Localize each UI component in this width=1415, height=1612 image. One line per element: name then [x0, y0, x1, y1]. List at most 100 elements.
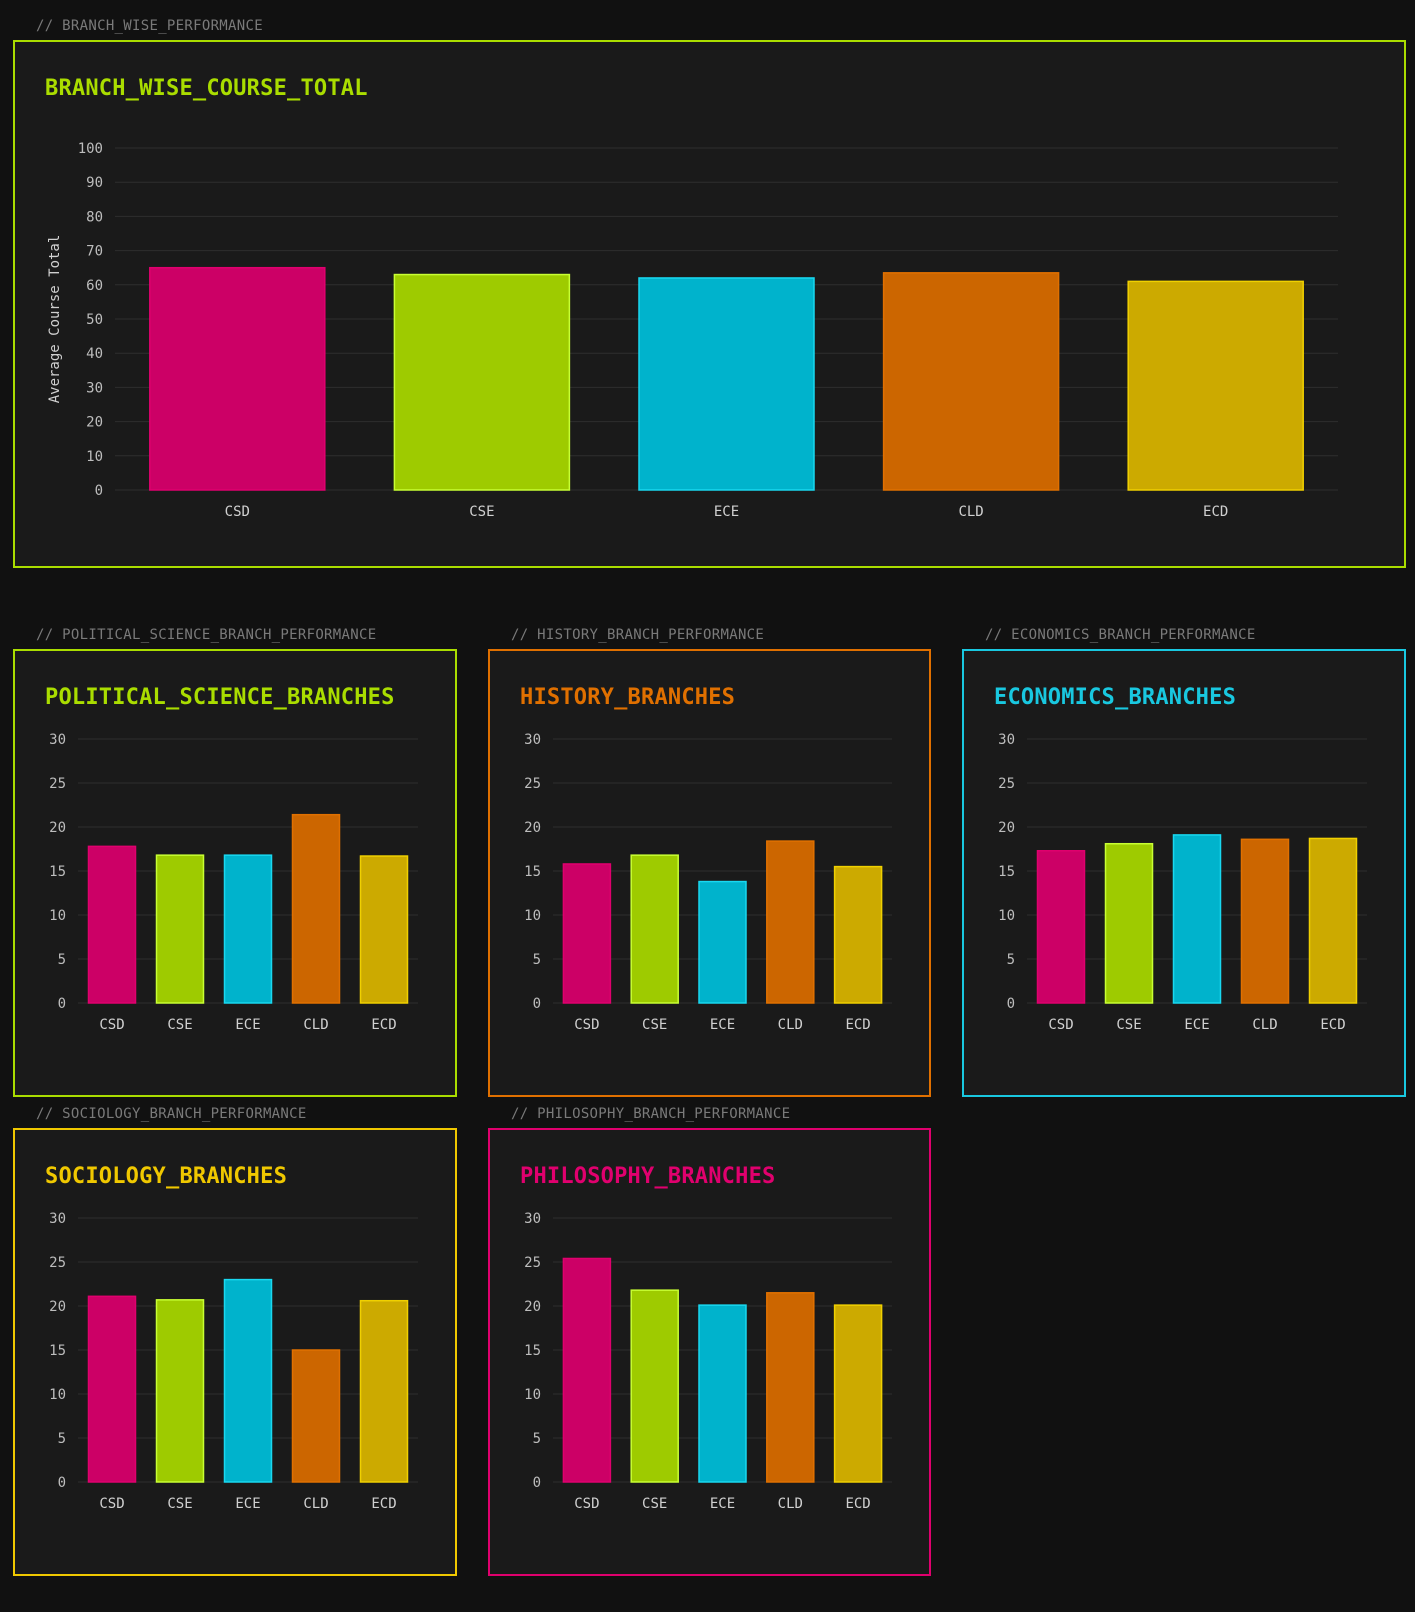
bar-cse[interactable]	[155, 1299, 205, 1483]
y-tick-label: 25	[49, 1255, 66, 1271]
x-tick-label: ECE	[714, 504, 739, 520]
x-tick-label: CLD	[778, 1017, 803, 1033]
panel-title: PHILOSOPHY_BRANCHES	[520, 1164, 776, 1189]
bar-ecd[interactable]	[833, 1304, 883, 1483]
section-label-sociology: // SOCIOLOGY_BRANCH_PERFORMANCE	[36, 1106, 307, 1122]
bar-csd[interactable]	[562, 1257, 612, 1483]
bar-csd[interactable]	[149, 266, 326, 491]
panel-title: BRANCH_WISE_COURSE_TOTAL	[45, 76, 368, 101]
x-tick-label: CSD	[574, 1496, 599, 1512]
section-label-branch-wise: // BRANCH_WISE_PERFORMANCE	[36, 18, 263, 34]
x-tick-label: CSE	[167, 1017, 192, 1033]
bar-ece[interactable]	[698, 1304, 747, 1483]
bar-cld[interactable]	[882, 272, 1060, 491]
bar-cse[interactable]	[630, 854, 679, 1004]
sociology-panel: SOCIOLOGY_BRANCHES 0 5 10 15 20 25 30 CSD CSE ECE…	[13, 1128, 457, 1576]
y-tick-label: 10	[49, 908, 66, 924]
section-label-philosophy: // PHILOSOPHY_BRANCH_PERFORMANCE	[511, 1106, 791, 1122]
y-tick-label: 25	[524, 1255, 541, 1271]
bar-csd[interactable]	[87, 845, 137, 1004]
x-tick-label: CSD	[225, 504, 250, 520]
bar-ecd[interactable]	[359, 855, 409, 1004]
x-tick-label: ECE	[710, 1017, 735, 1033]
bar-csd[interactable]	[1036, 850, 1086, 1004]
bar-ecd[interactable]	[1308, 837, 1358, 1004]
bar-cse[interactable]	[155, 854, 205, 1004]
bar-cld[interactable]	[291, 813, 341, 1004]
y-tick-label: 0	[58, 996, 66, 1012]
x-tick-label: ECE	[235, 1017, 260, 1033]
y-tick-label: 30	[86, 380, 103, 396]
x-tick-label: ECE	[710, 1496, 735, 1512]
y-tick-label: 15	[524, 864, 541, 880]
y-tick-label: 60	[86, 278, 103, 294]
history-panel: HISTORY_BRANCHES 0 5 10 15 20 25 30 CSD CSE ECE CL…	[488, 649, 931, 1097]
bar-chart: 0 5 10 15 20 25 30 CSD CSE ECE CLD ECD	[998, 732, 1367, 1033]
y-tick-label: 5	[533, 952, 541, 968]
bar-ece[interactable]	[1172, 834, 1222, 1004]
bar-ece[interactable]	[223, 1278, 273, 1483]
y-tick-label: 30	[49, 1211, 66, 1227]
x-tick-label: CSD	[574, 1017, 599, 1033]
bar-chart: 0 5 10 15 20 25 30 CSD CSE ECE CLD ECD	[524, 732, 892, 1033]
y-tick-label: 0	[1007, 996, 1015, 1012]
x-tick-label: ECD	[845, 1017, 870, 1033]
x-tick-label: CLD	[303, 1496, 328, 1512]
x-tick-label: CSE	[167, 1496, 192, 1512]
x-tick-label: CSE	[1116, 1017, 1141, 1033]
bar-ece[interactable]	[223, 854, 273, 1004]
political-science-panel: POLITICAL_SCIENCE_BRANCHES 0 5 10 15 20 25 30 C…	[13, 649, 457, 1097]
y-tick-label: 15	[524, 1343, 541, 1359]
y-tick-label: 5	[58, 952, 66, 968]
panel-title: HISTORY_BRANCHES	[520, 685, 736, 710]
section-label-political-science: // POLITICAL_SCIENCE_BRANCH_PERFORMANCE	[36, 627, 377, 643]
y-axis-label: Average Course Total	[47, 235, 63, 404]
x-tick-label: ECD	[371, 1496, 396, 1512]
x-tick-label: CLD	[778, 1496, 803, 1512]
y-tick-label: 20	[86, 415, 103, 431]
bar-cld[interactable]	[291, 1349, 341, 1483]
bar-ecd[interactable]	[833, 865, 883, 1004]
bar-ecd[interactable]	[1127, 280, 1304, 491]
y-tick-label: 25	[998, 776, 1015, 792]
section-label-history: // HISTORY_BRANCH_PERFORMANCE	[511, 627, 765, 643]
bar-cse[interactable]	[393, 273, 571, 491]
y-tick-label: 5	[58, 1431, 66, 1447]
bar-chart: 0 5 10 15 20 25 30 CSD CSE ECE CLD ECD	[49, 1211, 418, 1512]
y-tick-label: 30	[998, 732, 1015, 748]
y-tick-label: 100	[78, 141, 103, 157]
x-tick-label: CSD	[99, 1496, 124, 1512]
y-tick-label: 30	[49, 732, 66, 748]
bar-ecd[interactable]	[359, 1299, 409, 1483]
y-tick-label: 90	[86, 175, 103, 191]
panel-title: ECONOMICS_BRANCHES	[994, 685, 1237, 710]
bar-ece[interactable]	[698, 880, 747, 1004]
bar-chart: 0 5 10 15 20 25 30 CSD CSE ECE CLD ECD	[524, 1211, 892, 1512]
bar-cld[interactable]	[766, 840, 815, 1004]
y-tick-label: 10	[524, 1387, 541, 1403]
bar-csd[interactable]	[87, 1295, 137, 1483]
branch-wise-panel: BRANCH_WISE_COURSE_TOTAL 0 10 20 30 40 50 60 70…	[13, 40, 1406, 568]
y-tick-label: 50	[86, 312, 103, 328]
bar-cse[interactable]	[1104, 842, 1154, 1004]
y-tick-label: 10	[998, 908, 1015, 924]
y-tick-label: 0	[533, 1475, 541, 1491]
x-tick-label: CSE	[642, 1496, 667, 1512]
bar-cse[interactable]	[630, 1289, 679, 1483]
y-tick-label: 10	[86, 449, 103, 465]
y-tick-label: 15	[998, 864, 1015, 880]
y-tick-label: 15	[49, 864, 66, 880]
y-tick-label: 20	[524, 820, 541, 836]
y-tick-label: 20	[524, 1299, 541, 1315]
section-label-economics: // ECONOMICS_BRANCH_PERFORMANCE	[985, 627, 1256, 643]
bar-csd[interactable]	[562, 863, 612, 1004]
x-tick-label: ECE	[235, 1496, 260, 1512]
y-tick-label: 40	[86, 346, 103, 362]
y-tick-label: 5	[1007, 952, 1015, 968]
bar-ece[interactable]	[638, 277, 815, 491]
y-tick-label: 0	[58, 1475, 66, 1491]
bar-cld[interactable]	[766, 1292, 815, 1483]
bar-cld[interactable]	[1240, 838, 1290, 1004]
y-tick-label: 80	[86, 209, 103, 225]
y-tick-label: 30	[524, 732, 541, 748]
